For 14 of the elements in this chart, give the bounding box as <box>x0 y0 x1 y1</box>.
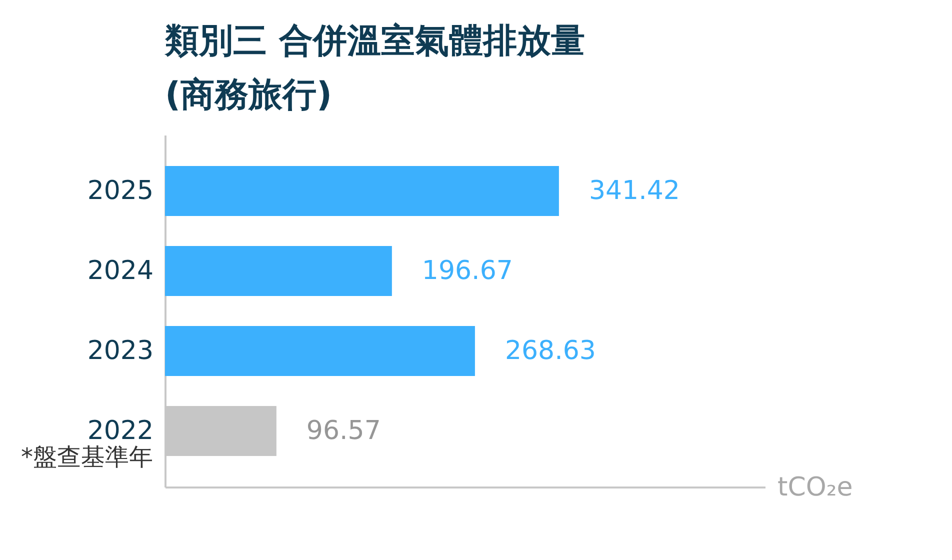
chart-title: 類別三 合併溫室氣體排放量 (商務旅行) <box>164 21 585 115</box>
data-label: 268.63 <box>504 336 596 366</box>
text: *盤查基準年 <box>21 443 153 471</box>
y-tick-label: 2023 <box>87 336 154 366</box>
y-tick-label: 2025 <box>87 176 154 206</box>
bar <box>165 166 559 216</box>
y-tick-label: 2022 <box>87 416 154 446</box>
x-axis-title: tCO₂e <box>778 472 853 502</box>
data-label: 341.42 <box>588 176 680 206</box>
y-tick-label: 2024 <box>87 256 154 286</box>
data-label: 96.57 <box>306 416 381 446</box>
bar <box>165 326 475 376</box>
bar <box>165 246 392 296</box>
data-label: 196.67 <box>422 256 513 286</box>
